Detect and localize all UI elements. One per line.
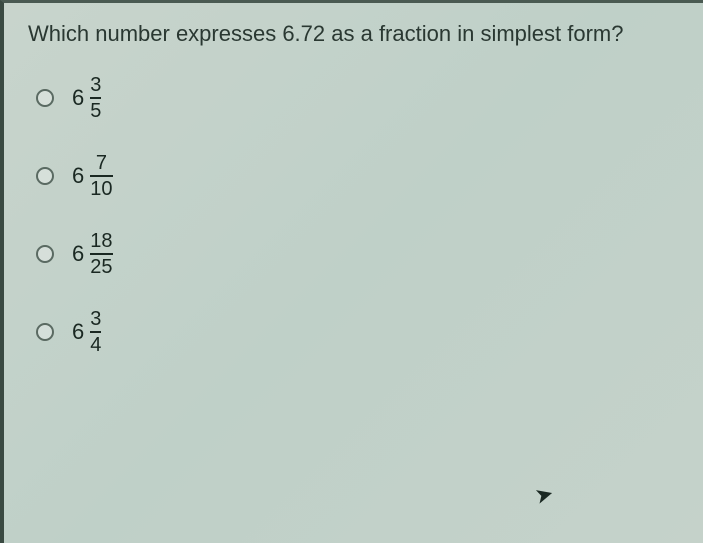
- radio-button-2[interactable]: [36, 167, 54, 185]
- whole-part: 6: [72, 163, 84, 189]
- mixed-number-2: 6 7 10: [72, 153, 113, 199]
- fraction-part: 3 5: [90, 75, 101, 121]
- option-3: 6 18 25: [36, 231, 679, 277]
- denominator: 25: [90, 253, 112, 277]
- option-1: 6 3 5: [36, 75, 679, 121]
- numerator: 3: [90, 309, 101, 331]
- whole-part: 6: [72, 319, 84, 345]
- whole-part: 6: [72, 241, 84, 267]
- denominator: 4: [90, 331, 101, 355]
- mouse-cursor-icon: ➤: [532, 480, 557, 510]
- numerator: 18: [90, 231, 112, 253]
- question-text: Which number expresses 6.72 as a fractio…: [28, 21, 679, 47]
- denominator: 5: [90, 97, 101, 121]
- fraction-part: 18 25: [90, 231, 112, 277]
- mixed-number-4: 6 3 4: [72, 309, 101, 355]
- whole-part: 6: [72, 85, 84, 111]
- option-2: 6 7 10: [36, 153, 679, 199]
- numerator: 7: [96, 153, 107, 175]
- fraction-part: 3 4: [90, 309, 101, 355]
- denominator: 10: [90, 175, 112, 199]
- mixed-number-1: 6 3 5: [72, 75, 101, 121]
- fraction-part: 7 10: [90, 153, 112, 199]
- mixed-number-3: 6 18 25: [72, 231, 113, 277]
- radio-button-3[interactable]: [36, 245, 54, 263]
- options-container: 6 3 5 6 7 10 6 18 25 6: [36, 75, 679, 355]
- radio-button-4[interactable]: [36, 323, 54, 341]
- radio-button-1[interactable]: [36, 89, 54, 107]
- numerator: 3: [90, 75, 101, 97]
- option-4: 6 3 4: [36, 309, 679, 355]
